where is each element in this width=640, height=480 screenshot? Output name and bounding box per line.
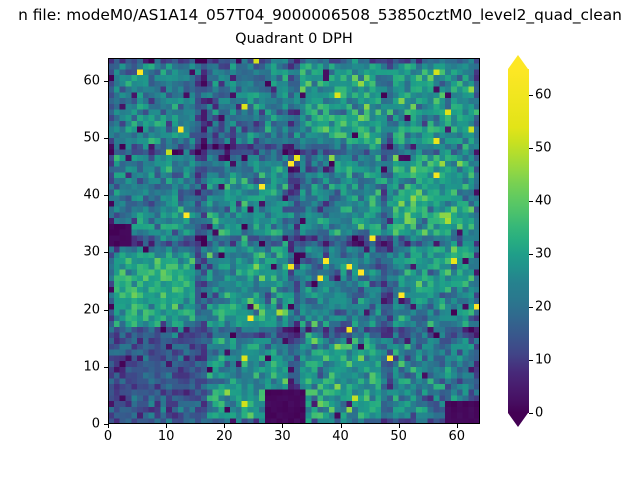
heatmap-image[interactable] (108, 58, 480, 424)
colorbar-tick-label: 30 (535, 246, 552, 262)
y-tick-label: 30 (83, 244, 100, 260)
colorbar-tick-mark (529, 148, 533, 150)
colorbar-gradient (508, 69, 529, 413)
colorbar-tick-mark (529, 201, 533, 203)
y-tick-label: 10 (83, 359, 100, 375)
colorbar-tick-label: 50 (535, 140, 552, 156)
page-title: Quadrant 0 DPH (235, 31, 353, 47)
y-tick-label: 0 (91, 416, 100, 432)
y-tick-mark (104, 195, 108, 197)
x-tick-mark (108, 424, 109, 428)
colorbar-tick-mark (529, 95, 533, 97)
colorbar-tick-mark (529, 360, 533, 362)
y-tick-label: 50 (83, 130, 100, 146)
x-tick-label: 60 (448, 429, 466, 444)
colorbar-tick-mark (529, 413, 533, 414)
x-tick-mark (166, 424, 168, 428)
x-tick-mark (224, 424, 226, 428)
y-tick-mark (104, 309, 108, 311)
y-tick-mark (104, 366, 108, 368)
y-tick-mark (104, 252, 108, 254)
x-tick-label: 0 (103, 429, 113, 444)
colorbar-tick-label: 20 (535, 299, 552, 315)
colorbar-tick-label: 60 (535, 87, 552, 103)
figure-suptitle-clip: n file: modeM0/AS1A14_057T04_9000006508_… (0, 4, 640, 26)
x-tick-mark (456, 424, 458, 428)
colorbar-extend-min-arrow-icon (508, 413, 528, 427)
x-tick-label: 30 (274, 429, 291, 444)
colorbar-extend-max-arrow-icon (508, 55, 528, 69)
colorbar[interactable] (508, 55, 529, 427)
colorbar-tick-label: 40 (535, 193, 552, 209)
x-tick-label: 40 (332, 429, 349, 444)
y-tick-label: 20 (83, 302, 100, 318)
colorbar-tick-mark (529, 254, 533, 256)
y-tick-mark (104, 424, 108, 425)
y-tick-mark (104, 80, 108, 82)
x-tick-label: 20 (215, 429, 233, 444)
colorbar-tick-label: 0 (535, 405, 544, 421)
y-tick-mark (104, 138, 108, 140)
x-tick-mark (282, 424, 284, 428)
colorbar-tick-mark (529, 307, 533, 309)
y-tick-label: 60 (83, 73, 100, 89)
x-tick-label: 50 (390, 429, 407, 444)
x-tick-mark (340, 424, 342, 428)
figure-suptitle: n file: modeM0/AS1A14_057T04_9000006508_… (18, 6, 622, 24)
colorbar-tick-label: 10 (535, 352, 552, 368)
x-tick-mark (398, 424, 400, 428)
heatmap-axes[interactable] (108, 58, 480, 424)
y-tick-label: 40 (83, 187, 100, 203)
x-tick-label: 10 (157, 429, 175, 444)
